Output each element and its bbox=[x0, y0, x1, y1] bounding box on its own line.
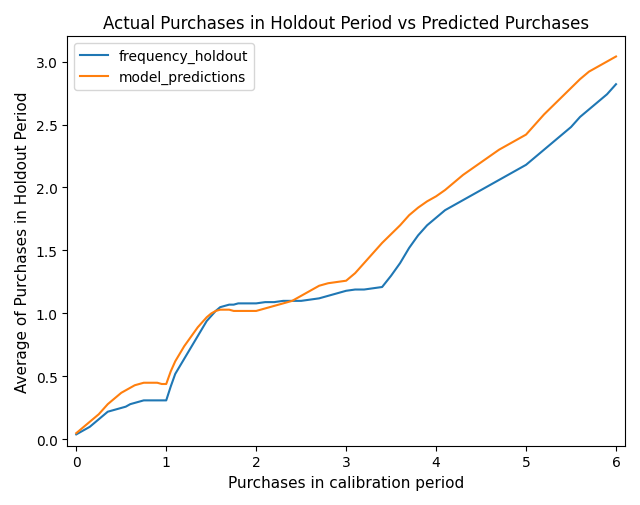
model_predictions bbox=[72, 430, 80, 436]
frequency_holdout bbox=[540, 147, 548, 154]
Y-axis label: Average of Purchases in Holdout Period: Average of Purchases in Holdout Period bbox=[15, 91, 30, 392]
model_predictions bbox=[612, 55, 620, 61]
Line: model_predictions: model_predictions bbox=[76, 58, 616, 433]
frequency_holdout bbox=[612, 82, 620, 88]
Line: frequency_holdout: frequency_holdout bbox=[76, 85, 616, 434]
model_predictions bbox=[513, 137, 521, 143]
X-axis label: Purchases in calibration period: Purchases in calibration period bbox=[228, 475, 464, 490]
model_predictions bbox=[342, 278, 350, 284]
model_predictions bbox=[477, 160, 485, 166]
Title: Actual Purchases in Holdout Period vs Predicted Purchases: Actual Purchases in Holdout Period vs Pr… bbox=[103, 15, 589, 33]
Legend: frequency_holdout, model_predictions: frequency_holdout, model_predictions bbox=[74, 44, 253, 90]
model_predictions bbox=[423, 199, 431, 205]
frequency_holdout bbox=[423, 223, 431, 229]
model_predictions bbox=[289, 298, 296, 305]
model_predictions bbox=[540, 112, 548, 118]
frequency_holdout bbox=[477, 187, 485, 193]
frequency_holdout bbox=[72, 431, 80, 437]
frequency_holdout bbox=[289, 298, 296, 305]
frequency_holdout bbox=[513, 168, 521, 174]
frequency_holdout bbox=[342, 288, 350, 294]
